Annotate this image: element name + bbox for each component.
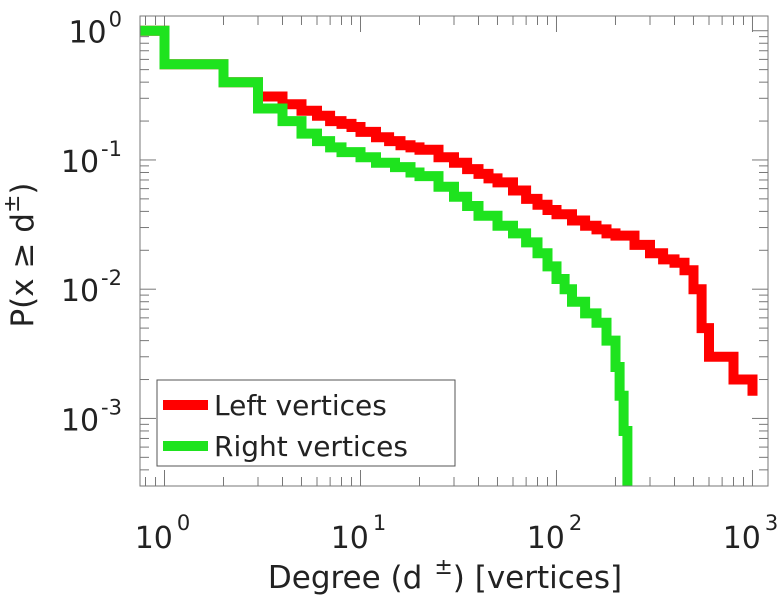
y-axis-label: P(x ≥ d±) [0, 182, 41, 327]
series-layer [140, 25, 758, 486]
x-tick-labels: 10 0 10 1 10 2 10 3 [135, 511, 779, 556]
plot-frame [139, 15, 769, 487]
y-tick-label: 10-2 [61, 266, 122, 309]
y-tick-label: 10-1 [61, 137, 122, 180]
legend-label-left: Left vertices [214, 389, 387, 422]
y-tick-label: 10-3 [61, 395, 122, 438]
legend: Left vertices Right vertices [156, 379, 456, 467]
x-tick-label: 10 0 [135, 511, 191, 556]
legend-label-right: Right vertices [214, 430, 408, 463]
x-tick-label: 10 2 [527, 511, 583, 556]
series-line-left [140, 25, 758, 396]
y-tick-labels: 100 10-1 10-2 10-3 [61, 8, 122, 439]
series-line-right [140, 25, 633, 486]
minor-x-ticks [144, 16, 753, 486]
y-tick-label: 100 [68, 8, 122, 51]
x-tick-label: 10 1 [331, 511, 387, 556]
legend-box [156, 379, 456, 467]
x-tick-label: 10 3 [723, 511, 779, 556]
x-axis-label: Degree (d ±) [vertices] [268, 555, 622, 596]
